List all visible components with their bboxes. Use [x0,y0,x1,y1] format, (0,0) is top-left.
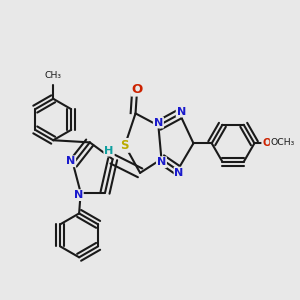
Text: CH₃: CH₃ [45,70,62,80]
Text: H: H [104,146,114,156]
Text: S: S [121,139,129,152]
Text: N: N [175,168,184,178]
Text: N: N [154,118,163,128]
Text: N: N [157,157,166,167]
Text: O: O [262,138,271,148]
Text: N: N [177,106,186,117]
Text: N: N [66,156,75,166]
Text: N: N [74,190,83,200]
Text: O: O [131,82,143,95]
Text: OCH₃: OCH₃ [270,139,295,148]
